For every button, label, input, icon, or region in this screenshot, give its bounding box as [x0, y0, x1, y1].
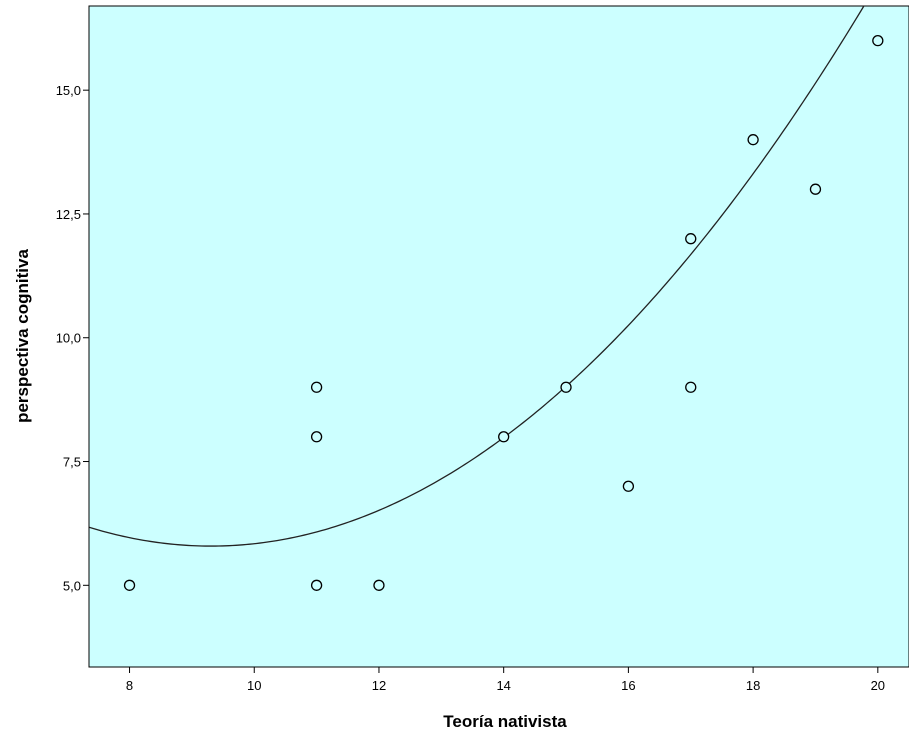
x-tick-label: 8 — [126, 678, 133, 693]
data-point — [310, 579, 323, 591]
data-point — [310, 381, 323, 393]
x-tick-label: 16 — [621, 678, 635, 693]
x-tick-label: 12 — [372, 678, 386, 693]
x-tick-label: 10 — [247, 678, 261, 693]
fit-line — [89, 6, 865, 547]
data-point — [747, 134, 759, 146]
y-tick-label: 7,5 — [63, 455, 81, 470]
data-point — [373, 579, 385, 591]
data-point — [560, 381, 572, 393]
data-point — [498, 431, 510, 443]
fit-line-group — [89, 6, 865, 547]
data-point — [809, 183, 822, 195]
data-point — [685, 381, 697, 393]
y-tick-label: 15,0 — [56, 83, 81, 98]
data-point — [622, 480, 635, 492]
x-tick-label: 20 — [871, 678, 885, 693]
y-tick-label: 5,0 — [63, 578, 81, 593]
y-axis: 5,0 7,5 10,0 12,5 15,0 — [56, 6, 90, 667]
y-tick-label: 12,5 — [56, 207, 81, 222]
data-point — [872, 35, 884, 47]
data-point — [685, 233, 697, 245]
x-tick-label: 18 — [746, 678, 760, 693]
data-point — [310, 431, 323, 443]
data-points — [123, 35, 884, 591]
data-point — [123, 579, 136, 591]
plot-area — [88, 5, 909, 668]
x-tick-label: 14 — [496, 678, 510, 693]
x-axis-title: Teoría nativista — [443, 712, 567, 731]
y-tick-label: 10,0 — [56, 331, 81, 346]
y-axis-title: perspectiva cognitiva — [13, 249, 32, 423]
x-axis: 8 10 12 14 16 18 20 — [89, 666, 909, 693]
